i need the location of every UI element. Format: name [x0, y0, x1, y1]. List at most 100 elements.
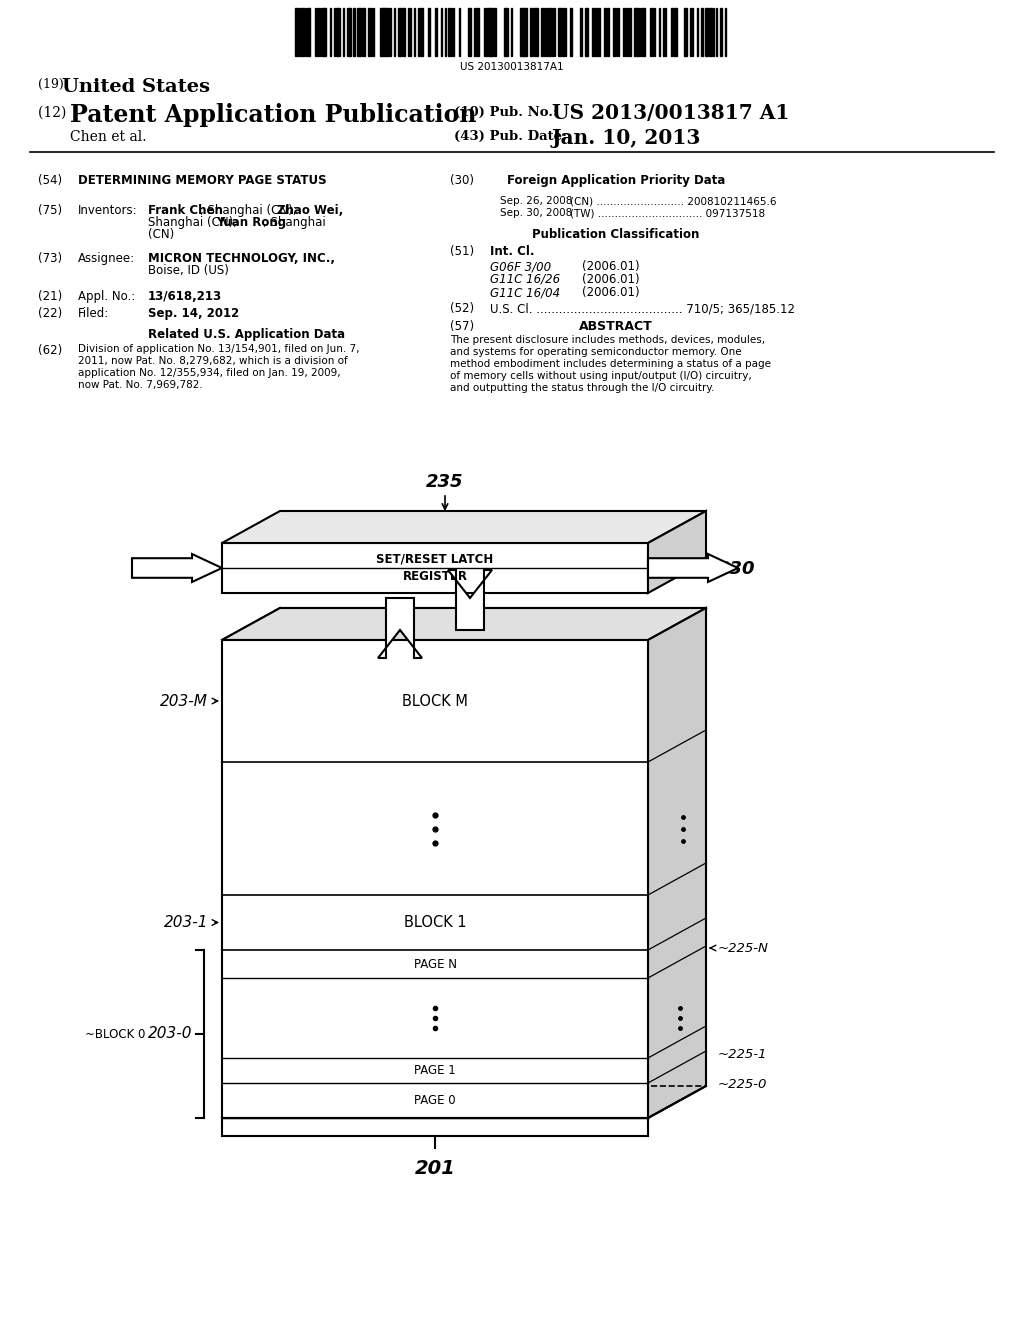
- Text: US 2013/0013817 A1: US 2013/0013817 A1: [552, 103, 790, 123]
- Text: Related U.S. Application Data: Related U.S. Application Data: [148, 327, 345, 341]
- Text: (22): (22): [38, 308, 62, 319]
- Text: Publication Classification: Publication Classification: [532, 228, 699, 242]
- Text: G11C 16/04: G11C 16/04: [490, 286, 560, 300]
- Bar: [671, 8, 673, 55]
- Text: (CN): (CN): [148, 228, 174, 242]
- Bar: [548, 8, 551, 55]
- Text: (TW) ............................... 097137518: (TW) ............................... 097…: [570, 209, 765, 218]
- Text: SET/RESET LATCH: SET/RESET LATCH: [377, 553, 494, 566]
- Text: and outputting the status through the I/O circuitry.: and outputting the status through the I/…: [450, 383, 715, 393]
- Text: of memory cells without using input/output (I/O) circuitry,: of memory cells without using input/outp…: [450, 371, 752, 381]
- Bar: [362, 8, 365, 55]
- Bar: [634, 8, 637, 55]
- Bar: [570, 8, 572, 55]
- Text: (75): (75): [38, 205, 62, 216]
- Bar: [380, 8, 383, 55]
- Bar: [534, 8, 536, 55]
- Text: (73): (73): [38, 252, 62, 265]
- Bar: [323, 8, 326, 55]
- Text: Filed:: Filed:: [78, 308, 110, 319]
- Bar: [613, 8, 615, 55]
- Text: ~225-N: ~225-N: [718, 941, 769, 954]
- Text: Chen et al.: Chen et al.: [70, 129, 146, 144]
- Text: ~225-1: ~225-1: [718, 1048, 767, 1061]
- Text: method embodiment includes determining a status of a page: method embodiment includes determining a…: [450, 359, 771, 370]
- Text: , Shanghai: , Shanghai: [263, 216, 326, 228]
- Bar: [530, 8, 532, 55]
- Bar: [674, 8, 677, 55]
- Text: (19): (19): [38, 78, 68, 91]
- Text: (21): (21): [38, 290, 62, 304]
- Bar: [398, 8, 401, 55]
- Bar: [317, 8, 319, 55]
- Text: (54): (54): [38, 174, 62, 187]
- Bar: [476, 8, 479, 55]
- Bar: [558, 8, 560, 55]
- Bar: [490, 8, 493, 55]
- Bar: [307, 8, 310, 55]
- Text: ~BLOCK 0: ~BLOCK 0: [85, 1027, 145, 1040]
- Text: Assignee:: Assignee:: [78, 252, 135, 265]
- Polygon shape: [648, 554, 738, 582]
- Polygon shape: [449, 570, 492, 630]
- Bar: [562, 8, 564, 55]
- Text: Yuan Rong: Yuan Rong: [216, 216, 286, 228]
- Bar: [592, 8, 594, 55]
- Polygon shape: [132, 554, 222, 582]
- Text: MICRON TECHNOLOGY, INC.,: MICRON TECHNOLOGY, INC.,: [148, 252, 335, 265]
- Text: U.S. Cl. ....................................... 710/5; 365/185.12: U.S. Cl. ...............................…: [490, 302, 795, 315]
- Text: Shanghai (CN);: Shanghai (CN);: [148, 216, 241, 228]
- Text: Patent Application Publication: Patent Application Publication: [70, 103, 476, 127]
- Text: Int. Cl.: Int. Cl.: [490, 246, 535, 257]
- Text: (52): (52): [450, 302, 474, 315]
- Polygon shape: [222, 543, 648, 593]
- Text: (51): (51): [450, 246, 474, 257]
- Bar: [720, 8, 722, 55]
- Text: (2006.01): (2006.01): [582, 286, 640, 300]
- Text: (CN) .......................... 200810211465.6: (CN) .......................... 20081021…: [570, 195, 776, 206]
- Bar: [598, 8, 600, 55]
- Text: (2006.01): (2006.01): [582, 260, 640, 273]
- Bar: [580, 8, 582, 55]
- Bar: [384, 8, 387, 55]
- Bar: [522, 8, 524, 55]
- Text: Frank Chen: Frank Chen: [148, 205, 223, 216]
- Polygon shape: [222, 640, 648, 1118]
- Bar: [494, 8, 496, 55]
- Bar: [520, 8, 522, 55]
- Bar: [524, 8, 527, 55]
- Text: PAGE N: PAGE N: [414, 957, 457, 970]
- Bar: [541, 8, 543, 55]
- Text: 235: 235: [426, 473, 464, 491]
- Bar: [637, 8, 639, 55]
- Text: ~225-0: ~225-0: [718, 1078, 767, 1092]
- Bar: [684, 8, 687, 55]
- Text: Sep. 26, 2008: Sep. 26, 2008: [500, 195, 572, 206]
- Text: Zhao Wei,: Zhao Wei,: [278, 205, 343, 216]
- Text: PAGE 0: PAGE 0: [414, 1094, 456, 1107]
- Bar: [504, 8, 506, 55]
- Text: REGISTER: REGISTER: [402, 570, 468, 583]
- Text: 13/618,213: 13/618,213: [148, 290, 222, 304]
- Text: 203-M: 203-M: [160, 693, 208, 709]
- Text: 2011, now Pat. No. 8,279,682, which is a division of: 2011, now Pat. No. 8,279,682, which is a…: [78, 356, 348, 366]
- Bar: [402, 8, 406, 55]
- Text: (62): (62): [38, 345, 62, 356]
- Bar: [709, 8, 712, 55]
- Bar: [298, 8, 300, 55]
- Bar: [353, 8, 355, 55]
- Bar: [585, 8, 588, 55]
- Bar: [387, 8, 389, 55]
- Text: (57): (57): [450, 319, 474, 333]
- Bar: [347, 8, 350, 55]
- Text: Inventors:: Inventors:: [78, 205, 137, 216]
- Text: (43) Pub. Date:: (43) Pub. Date:: [454, 129, 567, 143]
- Text: The present disclosure includes methods, devices, modules,: The present disclosure includes methods,…: [450, 335, 765, 345]
- Text: G06F 3/00: G06F 3/00: [490, 260, 551, 273]
- Polygon shape: [222, 511, 706, 543]
- Bar: [642, 8, 645, 55]
- Text: BLOCK M: BLOCK M: [402, 693, 468, 709]
- Text: Sep. 30, 2008: Sep. 30, 2008: [500, 209, 572, 218]
- Text: DETERMINING MEMORY PAGE STATUS: DETERMINING MEMORY PAGE STATUS: [78, 174, 327, 187]
- Bar: [420, 8, 423, 55]
